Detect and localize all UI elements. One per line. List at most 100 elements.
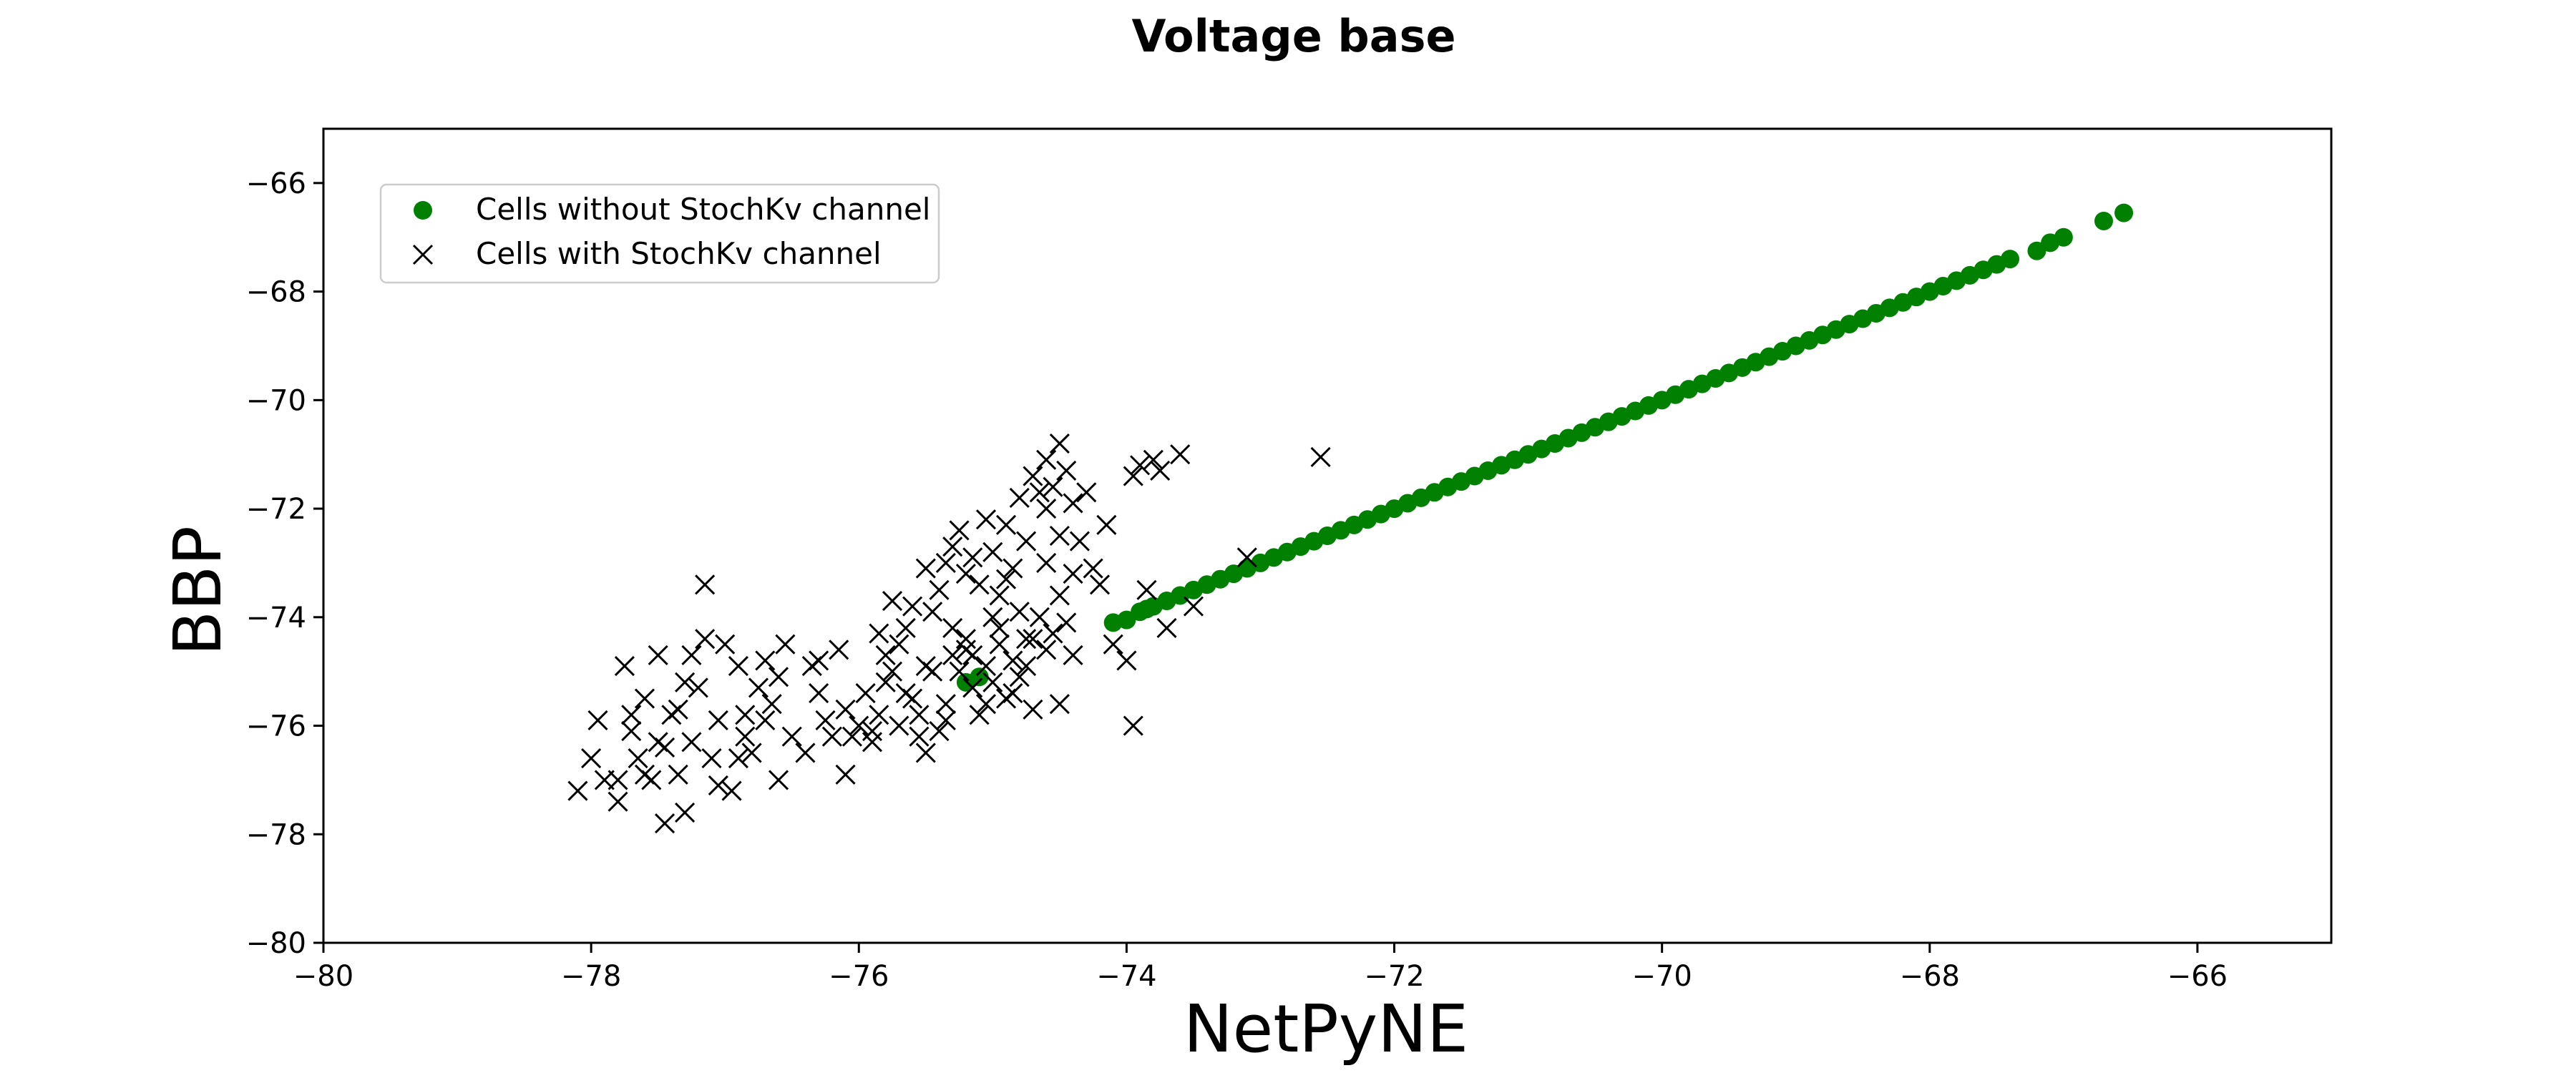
data-point-x xyxy=(889,715,909,736)
data-point-x xyxy=(1016,656,1037,677)
data-point-x xyxy=(681,645,702,665)
data-point-x xyxy=(962,547,983,568)
data-point-x xyxy=(795,743,816,763)
data-point-x xyxy=(621,705,642,725)
data-point-x xyxy=(849,715,869,736)
data-point-x xyxy=(675,802,696,823)
data-point-circle xyxy=(2094,211,2113,230)
data-point-x xyxy=(587,710,608,731)
data-point-x xyxy=(614,656,635,677)
data-point-x xyxy=(1123,466,1143,486)
data-point-x xyxy=(841,726,862,747)
data-point-x xyxy=(1063,645,1083,665)
data-point-x xyxy=(681,732,702,753)
data-point-x xyxy=(1023,699,1043,720)
data-point-x xyxy=(1036,640,1057,660)
data-point-x xyxy=(741,743,762,763)
data-point-x xyxy=(909,705,930,725)
data-point-x xyxy=(982,542,1003,562)
plot-area: −80 −78 −76 −74 −72 −70 −68 −66 −80 −78 −76 −74 −72… xyxy=(246,127,2333,993)
data-point-x xyxy=(882,661,903,682)
data-point-x xyxy=(1049,433,1070,454)
data-point-x xyxy=(1023,466,1043,486)
x-tick-label: −76 xyxy=(829,960,889,993)
data-point-x xyxy=(581,748,602,769)
data-point-x xyxy=(654,737,675,758)
data-point-x xyxy=(675,672,696,692)
x-tick-label: −66 xyxy=(2167,960,2228,993)
data-point-x xyxy=(715,634,736,655)
data-point-x xyxy=(695,574,716,595)
data-point-circle xyxy=(1117,610,1136,629)
data-point-x xyxy=(942,536,963,557)
data-point-x xyxy=(982,607,1003,627)
data-point-x xyxy=(982,672,1003,692)
y-tick-label: −72 xyxy=(246,493,306,526)
data-point-x xyxy=(935,552,956,573)
data-point-x xyxy=(695,629,716,650)
data-point-x xyxy=(1183,596,1204,617)
data-point-x xyxy=(1123,715,1143,736)
data-point-x xyxy=(809,650,829,671)
y-tick-label: −74 xyxy=(246,602,306,635)
data-point-x xyxy=(962,677,983,698)
data-point-x xyxy=(1310,446,1331,468)
data-point-x xyxy=(909,726,930,747)
data-point-x xyxy=(889,634,909,655)
y-axis-label: BBP xyxy=(160,526,236,656)
data-point-x xyxy=(761,694,782,715)
data-point-x xyxy=(1063,493,1083,514)
data-point-x xyxy=(989,634,1010,655)
data-point-x xyxy=(869,623,889,644)
data-point-x xyxy=(755,650,776,671)
data-point-x xyxy=(895,617,916,639)
data-point-x xyxy=(1116,650,1137,671)
data-point-x xyxy=(929,579,950,600)
data-point-x xyxy=(835,764,856,785)
x-tick-label: −80 xyxy=(293,960,353,993)
data-point-x xyxy=(835,699,856,720)
x-axis-label: NetPyNE xyxy=(1184,991,1468,1067)
data-point-x xyxy=(1056,460,1077,481)
series-with-stochkv xyxy=(567,433,1331,834)
data-point-x xyxy=(701,748,722,769)
data-point-x xyxy=(1056,612,1077,633)
data-point-x xyxy=(1136,579,1157,600)
y-axis: −80 −78 −76 −74 −72 −70 −68 −66 xyxy=(246,167,323,960)
data-point-x xyxy=(995,514,1017,535)
data-point-x xyxy=(567,780,588,801)
data-point-x xyxy=(1036,449,1057,470)
data-point-x xyxy=(875,672,896,692)
legend-marker-circle xyxy=(414,201,432,220)
data-point-x xyxy=(1049,694,1070,715)
x-axis: −80 −78 −76 −74 −72 −70 −68 −66 xyxy=(293,943,2228,993)
data-point-x xyxy=(949,520,970,541)
data-point-x xyxy=(875,645,896,665)
data-point-x xyxy=(1009,602,1030,622)
data-point-x xyxy=(721,780,742,801)
legend-label-without-stochkv: Cells without StochKv channel xyxy=(476,192,930,227)
data-point-x xyxy=(634,764,655,785)
data-point-x xyxy=(628,748,648,769)
data-point-x xyxy=(809,682,829,704)
data-point-x xyxy=(654,813,675,834)
data-point-x xyxy=(1069,531,1090,552)
data-point-x xyxy=(748,677,769,698)
data-point-x xyxy=(1096,514,1117,535)
data-point-x xyxy=(1043,476,1063,497)
data-point-x xyxy=(688,677,708,698)
legend-marker-x xyxy=(412,244,434,265)
data-point-x xyxy=(942,617,963,639)
legend: Cells without StochKv channel Cells with… xyxy=(379,183,940,284)
x-tick-label: −72 xyxy=(1364,960,1424,993)
data-point-x xyxy=(975,656,997,677)
data-point-x xyxy=(668,699,688,720)
data-point-x xyxy=(975,509,997,530)
data-point-x xyxy=(915,743,936,763)
series-without-stochkv xyxy=(956,203,2134,692)
data-point-x xyxy=(1036,552,1057,573)
data-point-x xyxy=(668,764,688,785)
data-point-x xyxy=(829,640,849,660)
data-point-x xyxy=(862,732,883,753)
